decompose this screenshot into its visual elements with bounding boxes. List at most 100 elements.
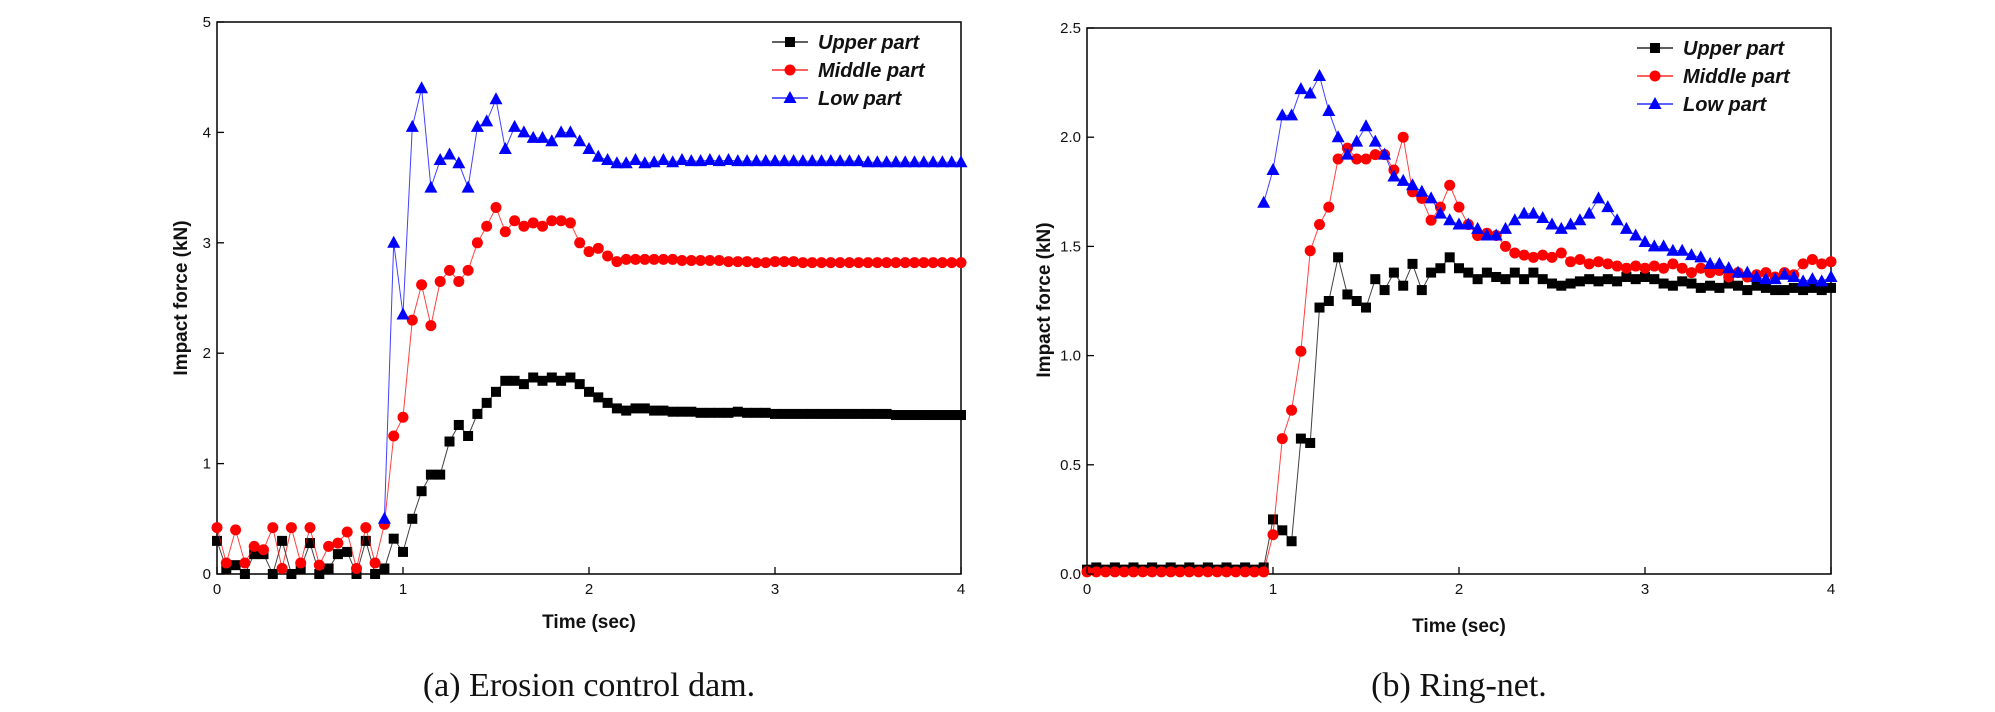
data-point-low-part (433, 153, 447, 165)
y-tick-label: 1.5 (1060, 238, 1081, 255)
data-point-upper-part (1388, 267, 1399, 278)
data-point-middle-part (1658, 262, 1670, 274)
data-point-upper-part (825, 408, 836, 419)
x-tick-label: 2 (585, 581, 593, 598)
data-point-middle-part (1323, 201, 1335, 213)
x-tick-label: 3 (771, 581, 779, 598)
data-point-middle-part (1695, 262, 1707, 274)
data-point-middle-part (834, 257, 846, 269)
x-axis-label-b: Time (sec) (1412, 616, 1506, 637)
data-point-low-part (908, 155, 921, 168)
y-tick-label: 3 (203, 235, 211, 252)
data-point-upper-part (388, 533, 399, 544)
series-middle-part (211, 201, 967, 574)
data-point-upper-part (1416, 285, 1427, 296)
data-point-middle-part (1816, 258, 1828, 270)
data-point-low-part (387, 235, 401, 248)
chart-b: 0 1 2 3 4 0.0 0.5 1.0 1.5 2.0 2.5 Time (sec) Impac… (1034, 20, 1838, 704)
data-point-middle-part (285, 522, 297, 534)
data-point-low-part (712, 154, 726, 167)
data-point-middle-part (1527, 251, 1539, 263)
data-point-upper-part (1444, 252, 1455, 263)
data-point-middle-part (602, 250, 614, 262)
data-point-middle-part (397, 411, 409, 423)
series-low-part (1257, 69, 1838, 287)
data-point-middle-part (1825, 256, 1837, 268)
data-point-low-part (777, 154, 791, 167)
data-point-upper-part (574, 379, 585, 390)
data-point-middle-part (1723, 271, 1735, 283)
data-point-upper-part (1556, 280, 1567, 291)
data-point-middle-part (1639, 262, 1651, 274)
data-point-low-part (1285, 108, 1299, 121)
data-point-upper-part (677, 406, 687, 417)
series-layer-b (1081, 69, 1838, 578)
legend-label-middle-part: Middle part (818, 60, 926, 82)
data-point-low-part (1712, 256, 1726, 269)
data-point-upper-part (472, 408, 483, 419)
data-point-middle-part (490, 201, 502, 213)
data-point-low-part (759, 154, 773, 167)
data-point-upper-part (1426, 267, 1437, 278)
data-point-middle-part (816, 257, 827, 269)
x-tick-label: 3 (1641, 581, 1649, 598)
legend-label-middle-part: Middle part (1683, 66, 1791, 88)
x-axis-label-a: Time (sec) (542, 612, 636, 633)
data-point-middle-part (760, 257, 772, 269)
data-point-upper-part (286, 569, 297, 579)
data-point-upper-part (500, 375, 511, 386)
data-point-middle-part (1314, 219, 1325, 231)
data-point-middle-part (1295, 345, 1307, 357)
data-point-upper-part (732, 406, 743, 417)
data-point-middle-part (574, 237, 586, 249)
data-point-middle-part (323, 540, 335, 552)
legend-marker-middle-part (1649, 70, 1661, 82)
data-point-upper-part (723, 407, 734, 418)
data-point-low-part (1573, 213, 1587, 226)
data-point-middle-part (583, 246, 595, 258)
data-point-upper-part (900, 410, 911, 421)
legend-label-low-part: Low part (818, 88, 903, 110)
data-point-middle-part (955, 257, 967, 269)
data-point-middle-part (1109, 566, 1121, 578)
data-point-middle-part (1174, 566, 1186, 578)
axis-layer-b: 0 1 2 3 4 0.0 0.5 1.0 1.5 2.0 2.5 (1060, 20, 1835, 598)
data-point-low-part (656, 153, 670, 165)
data-point-low-part (889, 155, 903, 168)
x-tick-label: 2 (1455, 581, 1463, 598)
data-point-low-part (601, 153, 615, 165)
y-axis-label-a: Impact force (kN) (171, 220, 192, 375)
data-point-upper-part (1593, 276, 1604, 287)
data-point-low-part (461, 180, 475, 193)
data-point-upper-part (611, 403, 622, 414)
data-point-middle-part (564, 217, 576, 229)
data-point-low-part (1601, 200, 1615, 213)
data-point-upper-part (1323, 296, 1334, 306)
data-point-middle-part (518, 220, 530, 232)
data-point-middle-part (462, 264, 474, 276)
data-point-middle-part (676, 254, 688, 266)
data-point-low-part (573, 134, 587, 147)
data-point-middle-part (1806, 254, 1818, 266)
data-point-upper-part (509, 375, 520, 386)
data-point-upper-part (1574, 276, 1585, 287)
data-point-low-part (1378, 147, 1392, 160)
data-point-middle-part (211, 522, 223, 534)
data-point-low-part (1480, 228, 1494, 241)
data-point-upper-part (584, 386, 594, 397)
data-point-middle-part (1574, 254, 1586, 266)
data-point-low-part (1787, 269, 1801, 282)
data-point-upper-part (1816, 285, 1827, 296)
data-point-upper-part (528, 372, 539, 383)
data-point-low-part (945, 155, 959, 168)
data-point-middle-part (295, 557, 307, 569)
data-point-middle-part (1518, 249, 1530, 261)
data-point-low-part (898, 155, 912, 168)
data-point-low-part (1647, 239, 1661, 252)
caption-a: (a) Erosion control dam. (423, 667, 755, 704)
data-point-upper-part (463, 431, 474, 441)
data-point-upper-part (816, 408, 827, 419)
data-point-upper-part (1277, 525, 1288, 536)
data-point-low-part (1694, 250, 1708, 263)
data-point-low-part (1582, 206, 1596, 219)
